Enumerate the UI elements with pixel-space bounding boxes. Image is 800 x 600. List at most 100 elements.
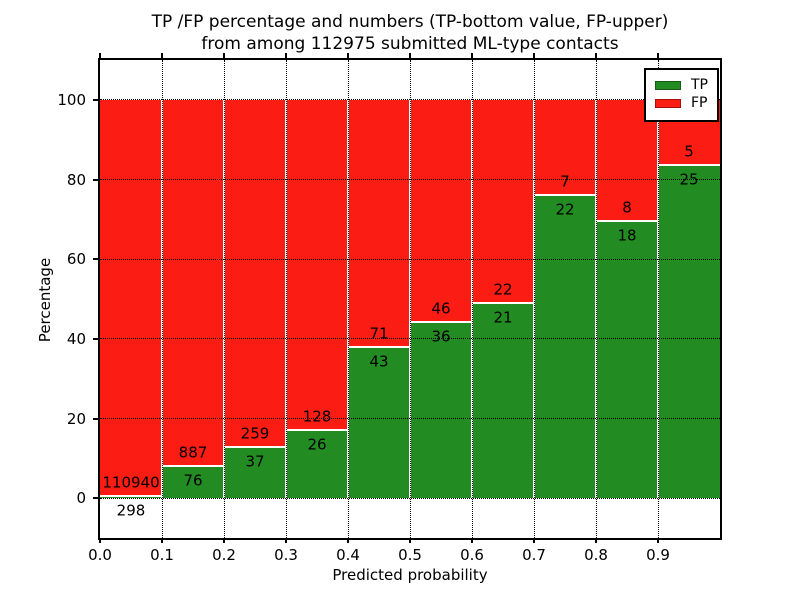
x-tick	[533, 538, 535, 543]
y-tick	[93, 258, 98, 261]
tp-count-label: 36	[431, 327, 451, 346]
tp-bar-segment	[472, 303, 534, 499]
tp-bar-segment	[596, 222, 658, 499]
fp-bar-segment	[100, 99, 162, 498]
tp-count-label: 298	[116, 501, 146, 520]
legend: TP FP	[644, 68, 719, 122]
fp-count-label: 22	[493, 280, 513, 299]
bar-edge	[596, 220, 658, 223]
x-tick-label: 0.3	[274, 546, 298, 564]
x-tick	[347, 538, 349, 543]
tp-count-label: 26	[307, 435, 327, 454]
x-tick-label: 0.1	[150, 546, 174, 564]
fp-count-label: 8	[622, 198, 632, 217]
tp-bar-segment	[100, 497, 162, 499]
x-tick-top	[409, 53, 411, 58]
fp-count-label: 46	[431, 299, 451, 318]
fp-count-label: 128	[302, 407, 332, 426]
x-gridline	[472, 60, 473, 538]
chart-title-line1: TP /FP percentage and numbers (TP-bottom…	[151, 12, 669, 32]
bar-edge	[410, 321, 472, 324]
tp-count-label: 22	[555, 200, 575, 219]
bar-edge	[224, 446, 286, 449]
y-tick-label: 60	[66, 250, 86, 269]
x-tick	[409, 538, 411, 543]
tp-count-label: 25	[679, 170, 699, 189]
bar-edge	[100, 495, 162, 498]
tp-bar-segment	[348, 347, 410, 499]
tp-bar-segment	[162, 466, 224, 499]
y-tick-label: 100	[57, 90, 86, 109]
fp-bar-segment	[286, 99, 348, 431]
x-gridline	[162, 60, 163, 538]
tp-count-label: 37	[245, 452, 265, 471]
x-tick-label: 0.2	[212, 546, 236, 564]
x-gridline	[286, 60, 287, 538]
y-tick-label: 0	[76, 489, 86, 508]
x-tick-label: 0.5	[398, 546, 422, 564]
tp-count-label: 21	[493, 308, 513, 327]
bar-edge	[162, 464, 224, 467]
y-gridline	[100, 258, 720, 260]
x-tick-label: 0.6	[460, 546, 484, 564]
fp-count-label: 71	[369, 324, 389, 343]
x-gridline	[596, 60, 597, 538]
x-tick-top	[285, 53, 287, 58]
x-tick-top	[161, 53, 163, 58]
x-gridline	[658, 60, 659, 538]
legend-item-tp: TP	[655, 78, 708, 93]
y-gridline	[100, 497, 720, 499]
x-tick	[657, 538, 659, 543]
y-tick	[93, 417, 98, 420]
y-tick	[93, 98, 98, 101]
x-tick	[595, 538, 597, 543]
x-tick	[223, 538, 225, 543]
x-tick	[471, 538, 473, 543]
y-gridline	[100, 418, 720, 419]
x-tick-label: 0.4	[336, 546, 360, 564]
legend-label: FP	[691, 95, 708, 111]
y-tick-label: 20	[66, 409, 86, 428]
x-gridline	[224, 60, 225, 538]
y-tick-label: 80	[66, 170, 86, 189]
chart-title-line2: from among 112975 submitted ML-type cont…	[201, 34, 619, 54]
x-tick-top	[595, 53, 597, 58]
y-gridline	[100, 338, 720, 340]
x-tick-top	[533, 53, 535, 58]
x-tick-top	[471, 53, 473, 58]
tp-bar-segment	[286, 430, 348, 499]
y-tick	[93, 497, 98, 500]
fp-bar-segment	[348, 99, 410, 348]
x-tick-label: 0.7	[522, 546, 546, 564]
x-tick-label: 0.0	[88, 546, 112, 564]
x-tick-top	[347, 53, 349, 58]
x-tick-label: 0.8	[584, 546, 608, 564]
chart-title: TP /FP percentage and numbers (TP-bottom…	[98, 11, 722, 55]
x-gridline	[348, 60, 349, 538]
tp-bar-segment	[410, 323, 472, 499]
y-tick	[93, 178, 98, 181]
y-tick	[93, 337, 98, 340]
fp-count-label: 259	[240, 424, 270, 443]
fp-bar-segment	[472, 99, 534, 304]
fp-bar-segment	[224, 99, 286, 449]
x-axis-label: Predicted probability	[332, 566, 488, 584]
bar-edge	[348, 345, 410, 348]
tp-count-label: 18	[617, 226, 637, 245]
fp-bar-segment	[162, 99, 224, 467]
bar-edge	[658, 164, 720, 167]
tp-count-label: 43	[369, 352, 389, 371]
tp-bar-segment	[534, 195, 596, 499]
y-tick-label: 40	[66, 329, 86, 348]
legend-item-fp: FP	[655, 96, 708, 111]
fp-count-label: 887	[178, 443, 208, 462]
tp-bar-segment	[224, 448, 286, 499]
tp-swatch-icon	[655, 81, 681, 90]
tp-bar-segment	[658, 166, 720, 499]
fp-count-label: 7	[560, 172, 570, 191]
x-tick	[285, 538, 287, 543]
bar-edge	[286, 428, 348, 431]
y-gridline	[100, 99, 720, 101]
x-tick	[99, 538, 101, 543]
